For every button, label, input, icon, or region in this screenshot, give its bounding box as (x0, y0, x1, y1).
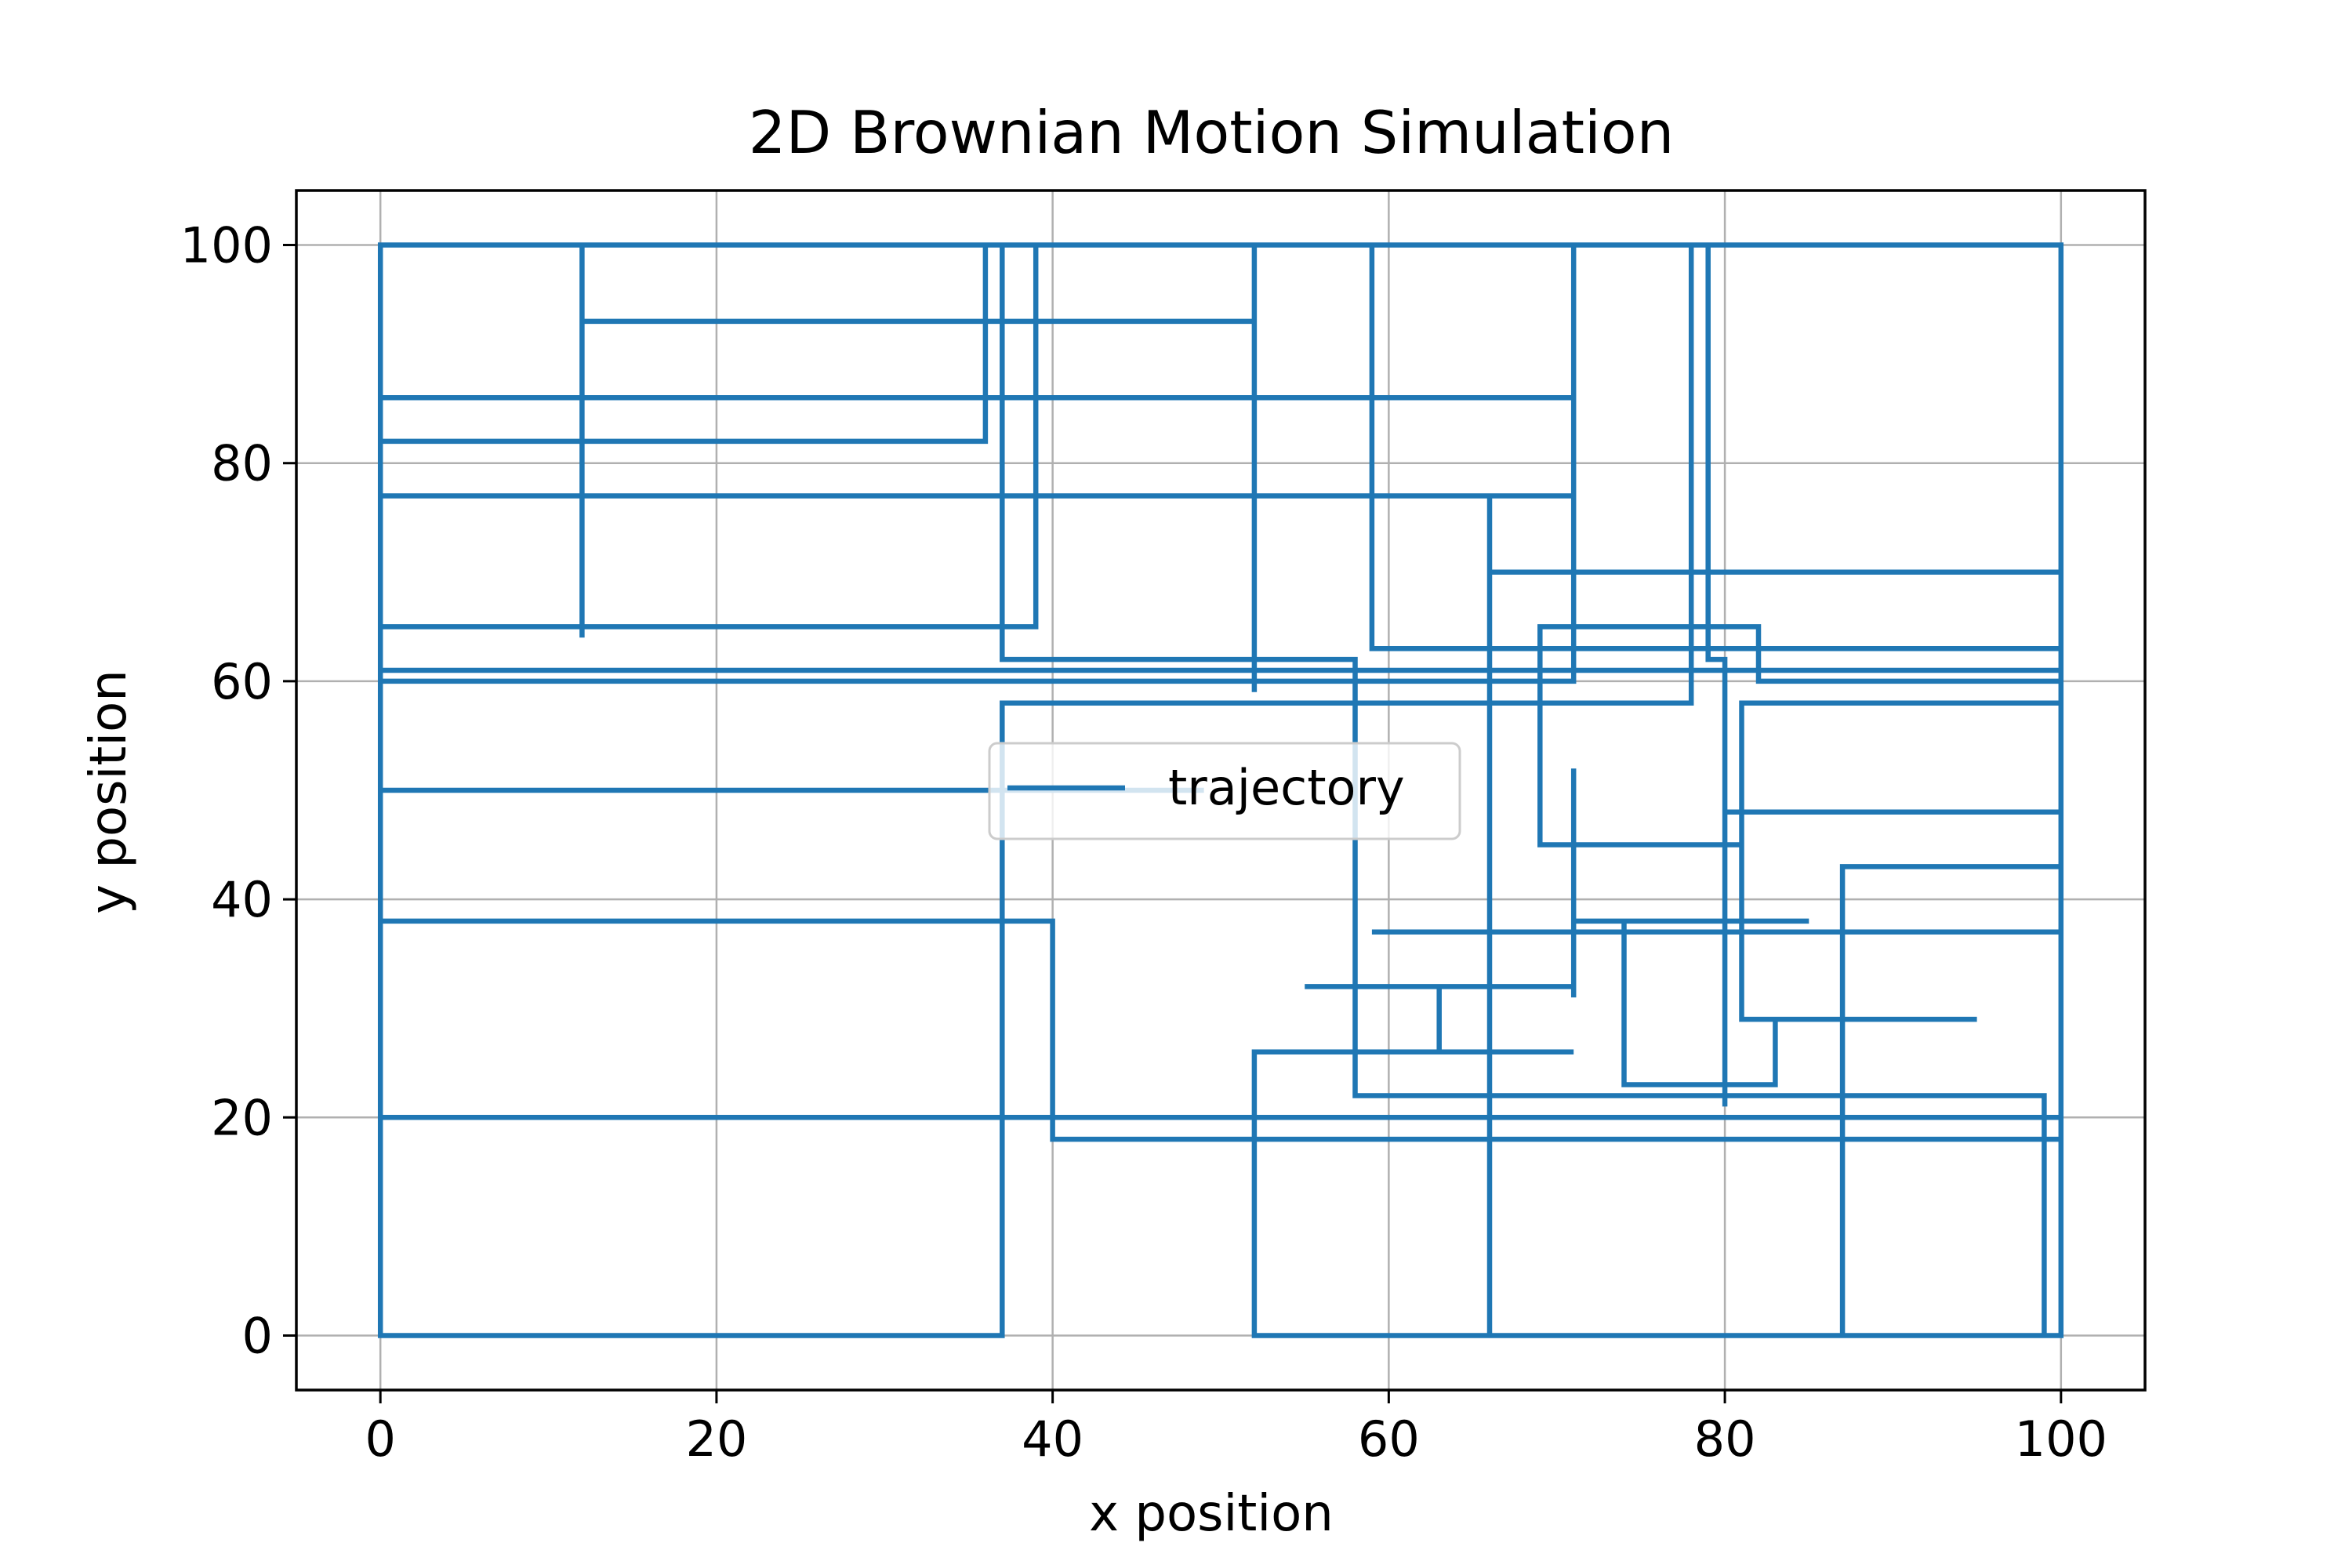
chart-title: 2D Brownian Motion Simulation (749, 98, 1674, 167)
y-tick-label-80: 80 (211, 435, 273, 492)
plot-area (377, 242, 2064, 1338)
x-tick-label-40: 40 (1022, 1410, 1083, 1468)
x-tick-label-80: 80 (1694, 1410, 1756, 1468)
x-tick-label-0: 0 (365, 1410, 395, 1468)
series-line-trajectory (377, 242, 2064, 1338)
legend-label-trajectory: trajectory (1168, 759, 1405, 816)
legend-box (988, 742, 1461, 840)
y-axis-label: y position (80, 670, 138, 914)
ticks: 0 20 40 60 80 100 0 20 40 60 80 100 (180, 217, 2107, 1468)
legend: trajectory (988, 742, 1461, 840)
y-tick-label-20: 20 (211, 1089, 273, 1146)
y-tick-label-0: 0 (242, 1307, 273, 1364)
axes-frame (295, 189, 2147, 1392)
x-tick-label-60: 60 (1358, 1410, 1420, 1468)
x-axis-label: x position (1089, 1485, 1334, 1543)
y-tick-label-40: 40 (211, 871, 273, 928)
x-tick-label-20: 20 (685, 1410, 747, 1468)
y-tick-label-60: 60 (211, 653, 273, 710)
x-tick-label-100: 100 (2015, 1410, 2107, 1468)
y-tick-label-100: 100 (180, 217, 273, 274)
